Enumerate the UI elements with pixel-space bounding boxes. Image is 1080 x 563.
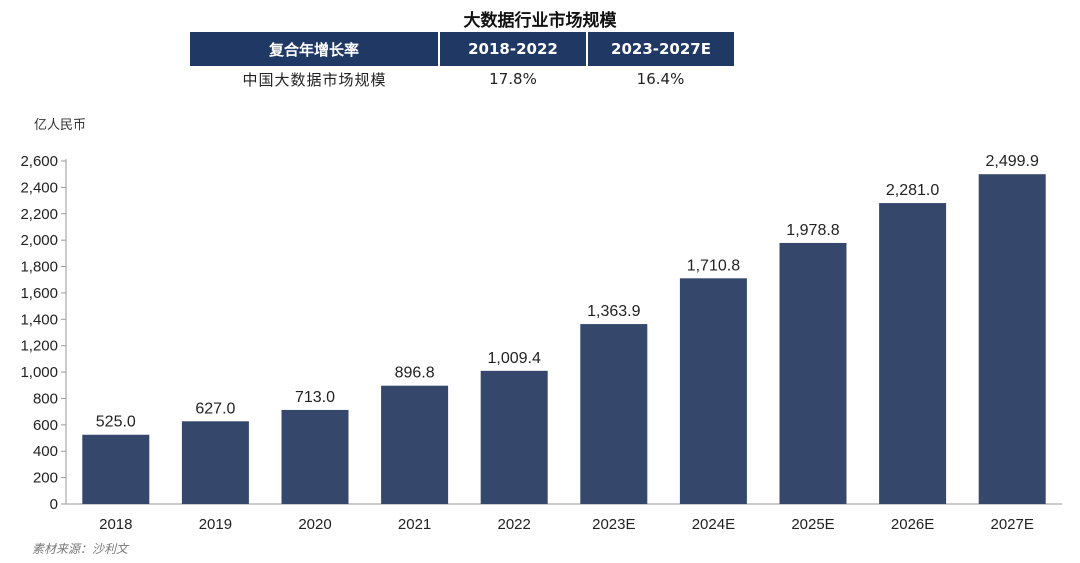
y-tick-label: 1,600 xyxy=(20,285,58,302)
cagr-table-header-row: 复合年增长率 2018-2022 2023-2027E xyxy=(190,32,734,66)
cagr-header-period-2: 2023-2027E xyxy=(586,32,734,66)
chart-title: 大数据行业市场规模 xyxy=(463,11,617,31)
y-tick-label: 1,400 xyxy=(20,311,58,328)
x-tick-label: 2019 xyxy=(199,516,232,533)
y-tick-label: 2,000 xyxy=(20,232,58,249)
data-label: 525.0 xyxy=(96,414,136,431)
x-tick-label: 2022 xyxy=(498,516,531,533)
data-label: 1,363.9 xyxy=(587,303,640,320)
bar-2022 xyxy=(480,370,548,504)
bar-2018 xyxy=(82,434,150,504)
data-label: 713.0 xyxy=(295,389,335,406)
data-label: 1,009.4 xyxy=(488,350,541,367)
x-tick-label: 2025E xyxy=(791,516,834,533)
y-tick-label: 600 xyxy=(33,417,58,434)
x-tick-label: 2020 xyxy=(298,516,331,533)
y-tick-label: 1,200 xyxy=(20,338,58,355)
bar-2026E xyxy=(879,203,947,504)
bar-2019 xyxy=(181,421,249,504)
data-label: 1,710.8 xyxy=(687,257,740,274)
x-tick-label: 2024E xyxy=(692,516,735,533)
bar-2021 xyxy=(381,385,449,504)
bar-2025E xyxy=(779,242,847,504)
bar-2023E xyxy=(580,324,648,504)
y-tick-label: 2,600 xyxy=(20,153,58,170)
data-label: 2,281.0 xyxy=(886,182,939,199)
data-label: 896.8 xyxy=(395,365,435,382)
x-tick-label: 2018 xyxy=(99,516,132,533)
bar-2020 xyxy=(281,409,349,504)
x-tick-label: 2023E xyxy=(592,516,635,533)
y-axis-unit-label: 亿人民币 xyxy=(34,118,87,133)
y-tick-label: 800 xyxy=(33,390,58,407)
x-tick-label: 2021 xyxy=(398,516,431,533)
bar-2027E xyxy=(978,174,1046,504)
y-tick-label: 400 xyxy=(33,443,58,460)
y-tick-label: 200 xyxy=(33,470,58,487)
cagr-table: 复合年增长率 2018-2022 2023-2027E 中国大数据市场规模 17… xyxy=(190,32,734,92)
source-note: 素材来源：沙利文 xyxy=(32,542,129,556)
cagr-value-period-2: 16.4% xyxy=(636,70,685,88)
y-tick-label: 0 xyxy=(50,496,58,513)
data-label: 627.0 xyxy=(195,400,235,417)
y-tick-label: 1,800 xyxy=(20,259,58,276)
data-label: 1,978.8 xyxy=(786,222,839,239)
y-tick-label: 1,000 xyxy=(20,364,58,381)
data-label: 2,499.9 xyxy=(986,153,1039,170)
cagr-table-row: 中国大数据市场规模 17.8% 16.4% xyxy=(190,66,734,92)
cagr-header-label: 复合年增长率 xyxy=(190,32,439,66)
bar-2024E xyxy=(679,278,747,504)
cagr-row-label: 中国大数据市场规模 xyxy=(242,70,387,89)
x-tick-label: 2027E xyxy=(991,516,1034,533)
cagr-header-period-1: 2018-2022 xyxy=(438,32,587,66)
cagr-value-period-1: 17.8% xyxy=(489,70,537,88)
y-tick-label: 2,200 xyxy=(20,206,58,223)
x-tick-label: 2026E xyxy=(891,516,934,533)
y-tick-label: 2,400 xyxy=(20,179,58,196)
